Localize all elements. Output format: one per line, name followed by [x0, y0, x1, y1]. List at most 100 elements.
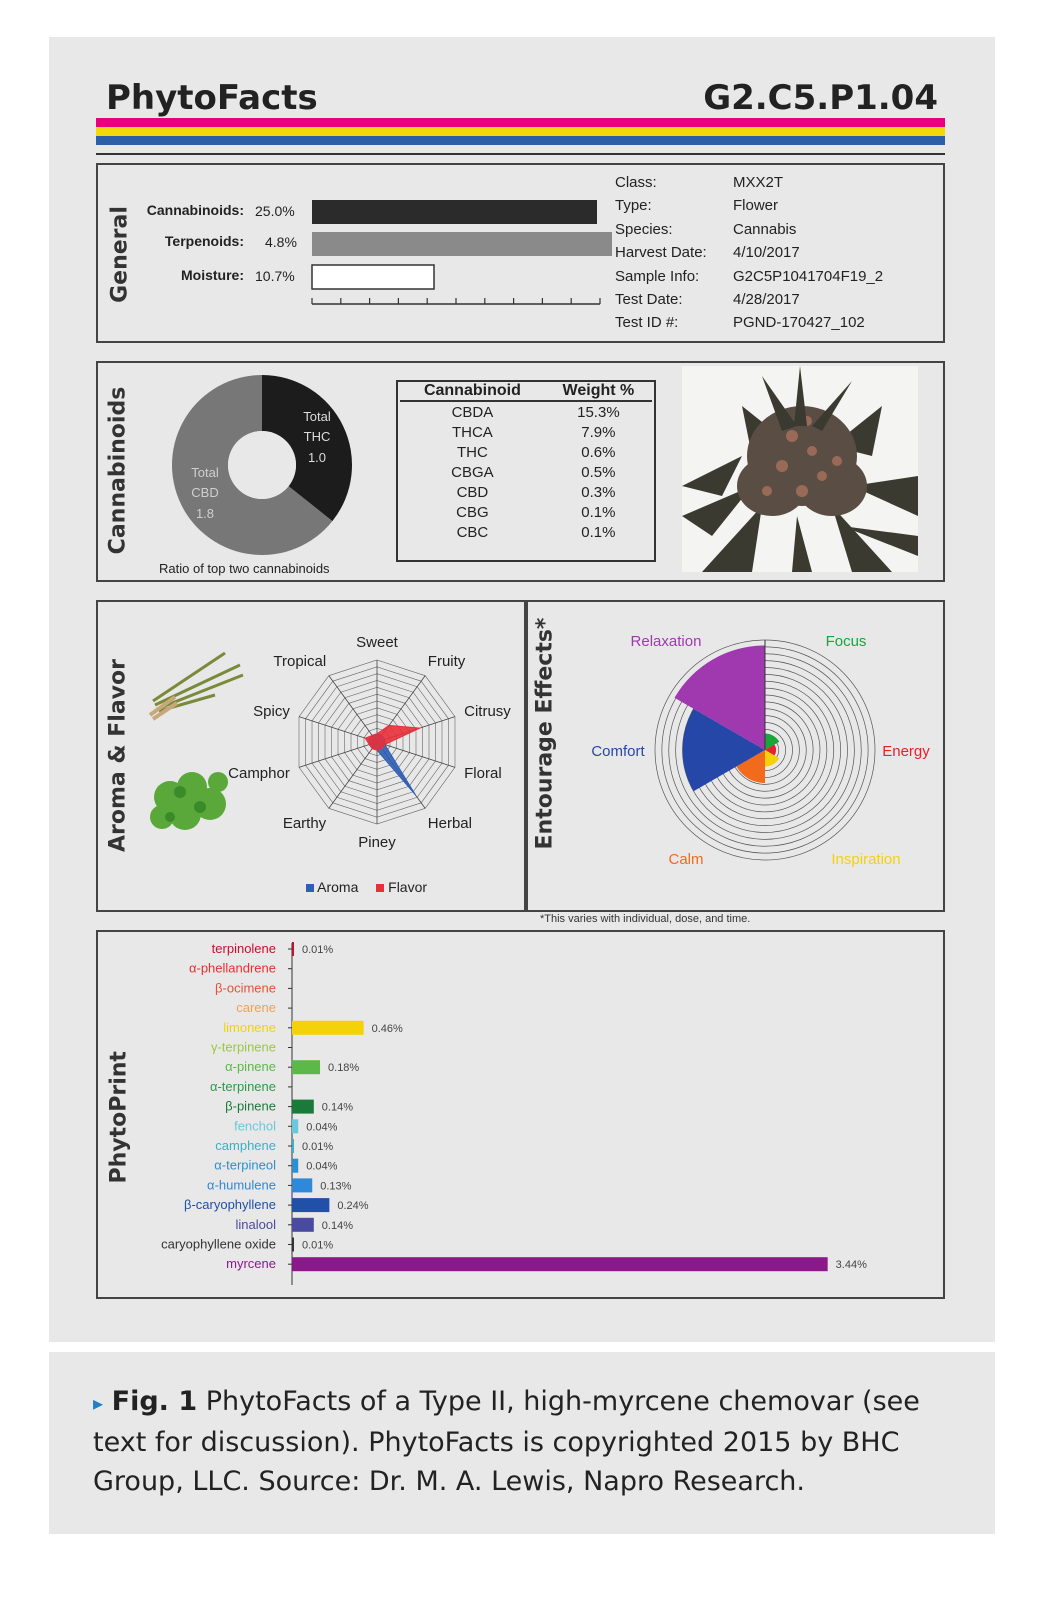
cannabinoids-bar: [312, 200, 597, 224]
entourage-label-mark: *: [532, 617, 558, 630]
terpene-name: α-terpineol: [214, 1158, 276, 1173]
legend-label-flavor: Flavor: [388, 879, 428, 895]
terpene-name: myrcene: [226, 1256, 276, 1271]
terpene-value: 0.01%: [302, 1240, 333, 1252]
thc-label-line1: Total: [303, 409, 331, 424]
radar-spoke: [298, 741, 378, 768]
stripe-yellow: [96, 127, 945, 136]
table-row: CBD 0.3%: [400, 482, 652, 502]
info-key: Harvest Date:: [615, 244, 707, 262]
terpene-value: 0.04%: [306, 1121, 337, 1133]
cannabinoids-label: Cannabinoids:: [146, 202, 244, 218]
donut-slice-thc: [262, 375, 352, 522]
cannabinoids-value: 25.0%: [255, 203, 295, 219]
cannabinoid-ratio-donut: Total THC 1.0 Total CBD 1.8: [171, 375, 352, 555]
thc-label-line2: THC: [304, 429, 331, 444]
terpene-name: caryophyllene oxide: [161, 1237, 276, 1252]
table-row: CBG 0.1%: [400, 502, 652, 522]
terpene-name: β-pinene: [225, 1099, 276, 1114]
terpene-value: 0.14%: [322, 1102, 353, 1114]
moisture-label: Moisture:: [181, 267, 244, 283]
moisture-value: 10.7%: [255, 268, 295, 284]
radar-spoke: [328, 741, 378, 809]
radar-axis-label: Spicy: [253, 703, 290, 720]
caption-text: PhytoFacts of a Type II, high-myrcene ch…: [93, 1386, 920, 1497]
terpene-value: 0.04%: [306, 1161, 337, 1173]
info-value: 4/10/2017: [733, 244, 800, 262]
info-key: Species:: [615, 220, 673, 238]
radar-axis-label: Citrusy: [464, 703, 511, 720]
aroma-radar-chart: Sweet Fruity Citrusy Floral Herbal Piney Earth…: [228, 634, 511, 851]
radar-axis-label: Sweet: [356, 634, 399, 651]
polar-label-inspiration: Inspiration: [831, 851, 900, 868]
terpene-bar: [292, 1139, 294, 1153]
aroma-section-label: Aroma & Flavor: [105, 659, 131, 852]
cannabinoids-section: [96, 361, 945, 582]
aroma-legend: Aroma Flavor: [306, 879, 427, 895]
radar-axis-label: Fruity: [428, 653, 466, 670]
header-cannabinoid: Cannabinoid: [400, 382, 545, 402]
page-title: PhytoFacts: [106, 78, 318, 118]
aroma-section: [96, 600, 526, 912]
table-row: CBGA 0.5%: [400, 462, 652, 482]
radar-axis-label: Piney: [358, 834, 396, 851]
radar-series-flavor: [364, 724, 422, 751]
donut-hole: [228, 431, 296, 499]
radar-spoke: [328, 675, 378, 743]
info-value: PGND-170427_102: [733, 314, 865, 332]
terpene-value: 0.13%: [320, 1180, 351, 1192]
general-section: [96, 163, 945, 343]
radar-axis-label: Herbal: [428, 815, 472, 832]
polar-wedge-inspiration: [765, 750, 780, 767]
terpene-bar: [292, 1257, 828, 1272]
cannabinoid-weight: 0.5%: [581, 463, 616, 481]
entourage-footnote: *This varies with individual, dose, and …: [540, 913, 751, 925]
donut-caption: Ratio of top two cannabinoids: [159, 561, 330, 576]
hops-image: [150, 772, 228, 830]
terpenoids-value: 4.8%: [265, 234, 297, 250]
polar-label-calm: Calm: [668, 851, 703, 868]
polar-wedge-calm: [736, 750, 765, 783]
donut-slice-cbd: [171, 375, 333, 555]
terpene-name: limonene: [223, 1020, 276, 1035]
stripe-magenta: [96, 118, 945, 127]
info-value: Flower: [733, 197, 779, 215]
entourage-section: [526, 600, 945, 912]
terpene-name: carene: [236, 1000, 276, 1015]
table-row: THCA 7.9%: [400, 422, 652, 442]
cannabinoid-weight: 0.3%: [581, 483, 616, 501]
terpene-name: γ-terpinene: [211, 1040, 276, 1055]
terpene-value: 3.44%: [836, 1259, 867, 1271]
cannabinoid-name: CBGA: [451, 463, 494, 481]
terpene-name: camphene: [215, 1138, 276, 1153]
cannabinoid-table-frame: [396, 380, 656, 562]
moisture-bar: [311, 264, 435, 290]
radar-spoke: [298, 716, 378, 743]
terpene-bar: [292, 1158, 299, 1173]
cannabinoid-weight: 7.9%: [581, 423, 616, 441]
polar-label-comfort: Comfort: [591, 743, 645, 760]
table-row: CBDA 15.3%: [400, 401, 652, 422]
cbd-value: 1.8: [196, 506, 214, 521]
phytoprint-section: [96, 930, 945, 1299]
table-header-row: Cannabinoid Weight %: [400, 382, 652, 402]
terpene-name: fenchol: [234, 1118, 276, 1133]
stripe-rule: [96, 145, 945, 155]
polar-wedge-focus: [765, 733, 780, 750]
legend-swatch-aroma: [306, 884, 314, 892]
terpene-name: terpinolene: [212, 941, 276, 956]
terpene-bar: [292, 1178, 313, 1193]
info-key: Type:: [615, 197, 652, 215]
table-row: CBC 0.1%: [400, 522, 652, 542]
cannabis-flower-photo: [682, 366, 918, 572]
terpene-bar: [292, 1198, 330, 1213]
terpene-bar-chart: terpinolene 0.01% α-phellandrene β-ocimene c…: [161, 941, 867, 1285]
cbd-label-line1: Total: [191, 465, 219, 480]
figure-caption: ▸ Fig. 1 PhytoFacts of a Type II, high-m…: [93, 1382, 963, 1501]
table-row: THC 0.6%: [400, 442, 652, 462]
polar-label-energy: Energy: [882, 743, 930, 760]
legend-label-aroma: Aroma: [317, 879, 359, 895]
general-axis: [311, 298, 601, 305]
cannabinoid-weight: 0.1%: [581, 523, 616, 541]
entourage-label-text: Entourage Effects: [532, 629, 558, 850]
